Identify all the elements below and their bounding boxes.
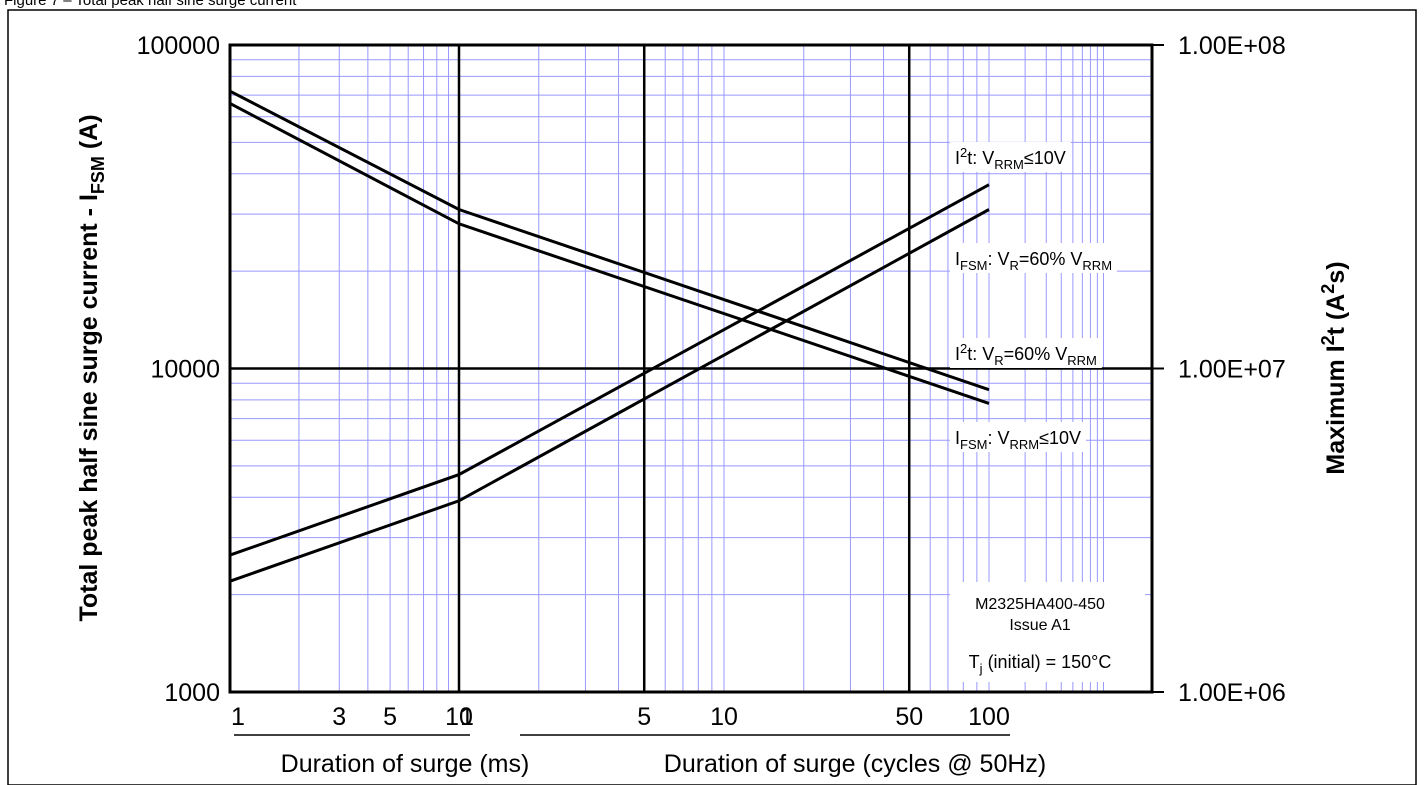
series-line-2 [229, 183, 990, 557]
series-label-bg [950, 142, 1071, 172]
y-tick-label-right: 1.00E+06 [1178, 679, 1286, 707]
x-tick-label: 50 [895, 703, 923, 731]
x-tick-label: 5 [637, 703, 651, 731]
y-tick-label-left: 10000 [150, 356, 220, 384]
plot-frame [228, 43, 1154, 694]
series-label-2: I2t: VRRM≤10V [955, 145, 1066, 172]
x-tick-label: 10 [445, 703, 473, 731]
series-label-0: IFSM: VRRM≤10V [955, 428, 1081, 452]
series-label-3: I2t: VR=60% VRRM [955, 341, 1097, 368]
x-tick-label: 1 [231, 703, 245, 731]
x-tick-label: 100 [968, 703, 1010, 731]
issue-label: Issue A1 [1009, 617, 1070, 634]
annotations: M2325HA400-450 Issue A1 Tj (initial) = 150… [950, 582, 1145, 682]
series-line-3 [229, 208, 990, 583]
x-axis-title-ms: Duration of surge (ms) [281, 750, 530, 778]
x-tick-label: 10 [710, 703, 738, 731]
y-axis-title-right-group: Maximum I2t (A2s) [1318, 261, 1350, 474]
figure-caption: Figure 7 – Total peak half sine surge cu… [4, 0, 297, 9]
y-axis-title-left: Total peak half sine surge current - IFS… [75, 114, 108, 621]
series-label-bg [950, 243, 1118, 273]
series-line-0 [229, 89, 990, 392]
x-tick-label: 3 [332, 703, 346, 731]
series-layer [229, 89, 990, 583]
x-axis-title-cycles: Duration of surge (cycles @ 50Hz) [664, 750, 1046, 778]
tj-label: Tj (initial) = 150°C [969, 652, 1112, 676]
x-tick-label: 5 [383, 703, 397, 731]
y-tick-label-left: 100000 [137, 32, 220, 60]
major-grid [230, 45, 1152, 692]
figure-border [7, 9, 1417, 785]
series-label-bg [950, 338, 1102, 368]
y-axis-title-right: Maximum I2t (A2s) [1318, 261, 1350, 474]
series-line-1 [229, 102, 990, 405]
y-tick-label-right: 1.00E+07 [1178, 356, 1286, 384]
series-label-1: IFSM: VR=60% VRRM [955, 249, 1112, 273]
axis-titles: Duration of surge (ms) Duration of surge … [75, 114, 1350, 778]
series-label-bg [950, 422, 1086, 452]
series-labels: I2t: VRRM≤10V IFSM: VR=60% VRRM I2t: VR=60… [950, 142, 1118, 452]
y-tick-label-right: 1.00E+08 [1178, 32, 1286, 60]
y-tick-label-left: 1000 [164, 679, 220, 707]
y-axis-title-left-group: Total peak half sine surge current - IFS… [75, 114, 108, 621]
x-tick-label: 1 [460, 703, 474, 731]
tick-labels: 100000 10000 1000 1.00E+08 1.00E+07 1.00E+06 1… [137, 32, 1286, 731]
part-number-label: M2325HA400-450 [975, 596, 1105, 613]
annotation-bg [950, 582, 1145, 682]
